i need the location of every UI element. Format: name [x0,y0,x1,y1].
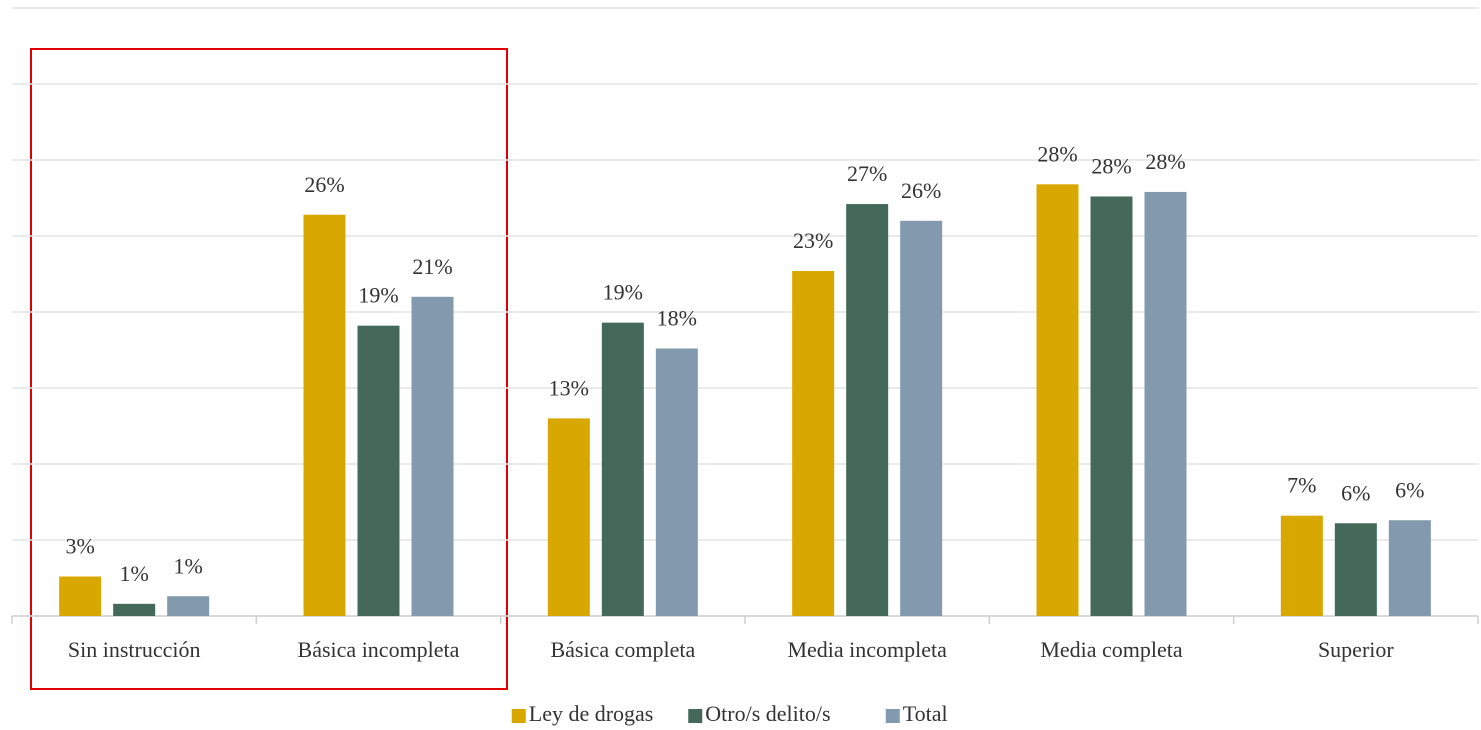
data-label: 6% [1395,477,1424,502]
bar [1036,184,1079,616]
legend-label: Total [903,701,948,726]
bar [1388,520,1431,616]
data-label: 26% [304,172,344,197]
legend-swatch [511,709,526,723]
data-label: 21% [412,254,452,279]
bar [59,576,102,616]
legend-label: Ley de drogas [529,701,654,726]
data-label: 6% [1341,480,1370,505]
data-label: 3% [66,534,95,559]
data-label: 28% [1091,154,1131,179]
bar [167,596,210,616]
x-tick-label: Sin instrucción [68,637,201,662]
bar [846,204,889,616]
bar [1334,523,1377,616]
bar [547,418,590,616]
bar [411,296,454,616]
data-label: 1% [174,553,203,578]
x-tick-label: Superior [1318,637,1394,662]
data-label: 23% [793,228,833,253]
data-label: 7% [1287,473,1316,498]
data-label: 26% [901,178,941,203]
bar [655,348,698,616]
legend-swatch [688,709,703,723]
data-label: 19% [603,280,643,305]
x-tick-label: Media completa [1040,637,1183,662]
data-label: 28% [1037,141,1077,166]
bar [601,322,644,616]
bar [792,270,835,616]
bar [1144,191,1187,617]
bar [303,214,346,616]
x-tick-label: Básica completa [550,637,695,662]
data-label: 27% [847,161,887,186]
bar [357,325,400,616]
data-label: 18% [657,306,697,331]
data-label: 1% [120,561,149,586]
data-label: 28% [1145,149,1185,174]
bar [113,603,156,616]
bar [1090,196,1133,617]
legend-label: Otro/s delito/s [705,701,830,726]
x-tick-label: Media incompleta [787,637,947,662]
highlight-box [30,48,508,690]
bar [900,220,943,617]
x-tick-label: Básica incompleta [298,637,460,662]
data-label: 19% [358,283,398,308]
data-label: 13% [549,375,589,400]
legend-swatch [885,709,900,723]
bar [1280,515,1323,616]
